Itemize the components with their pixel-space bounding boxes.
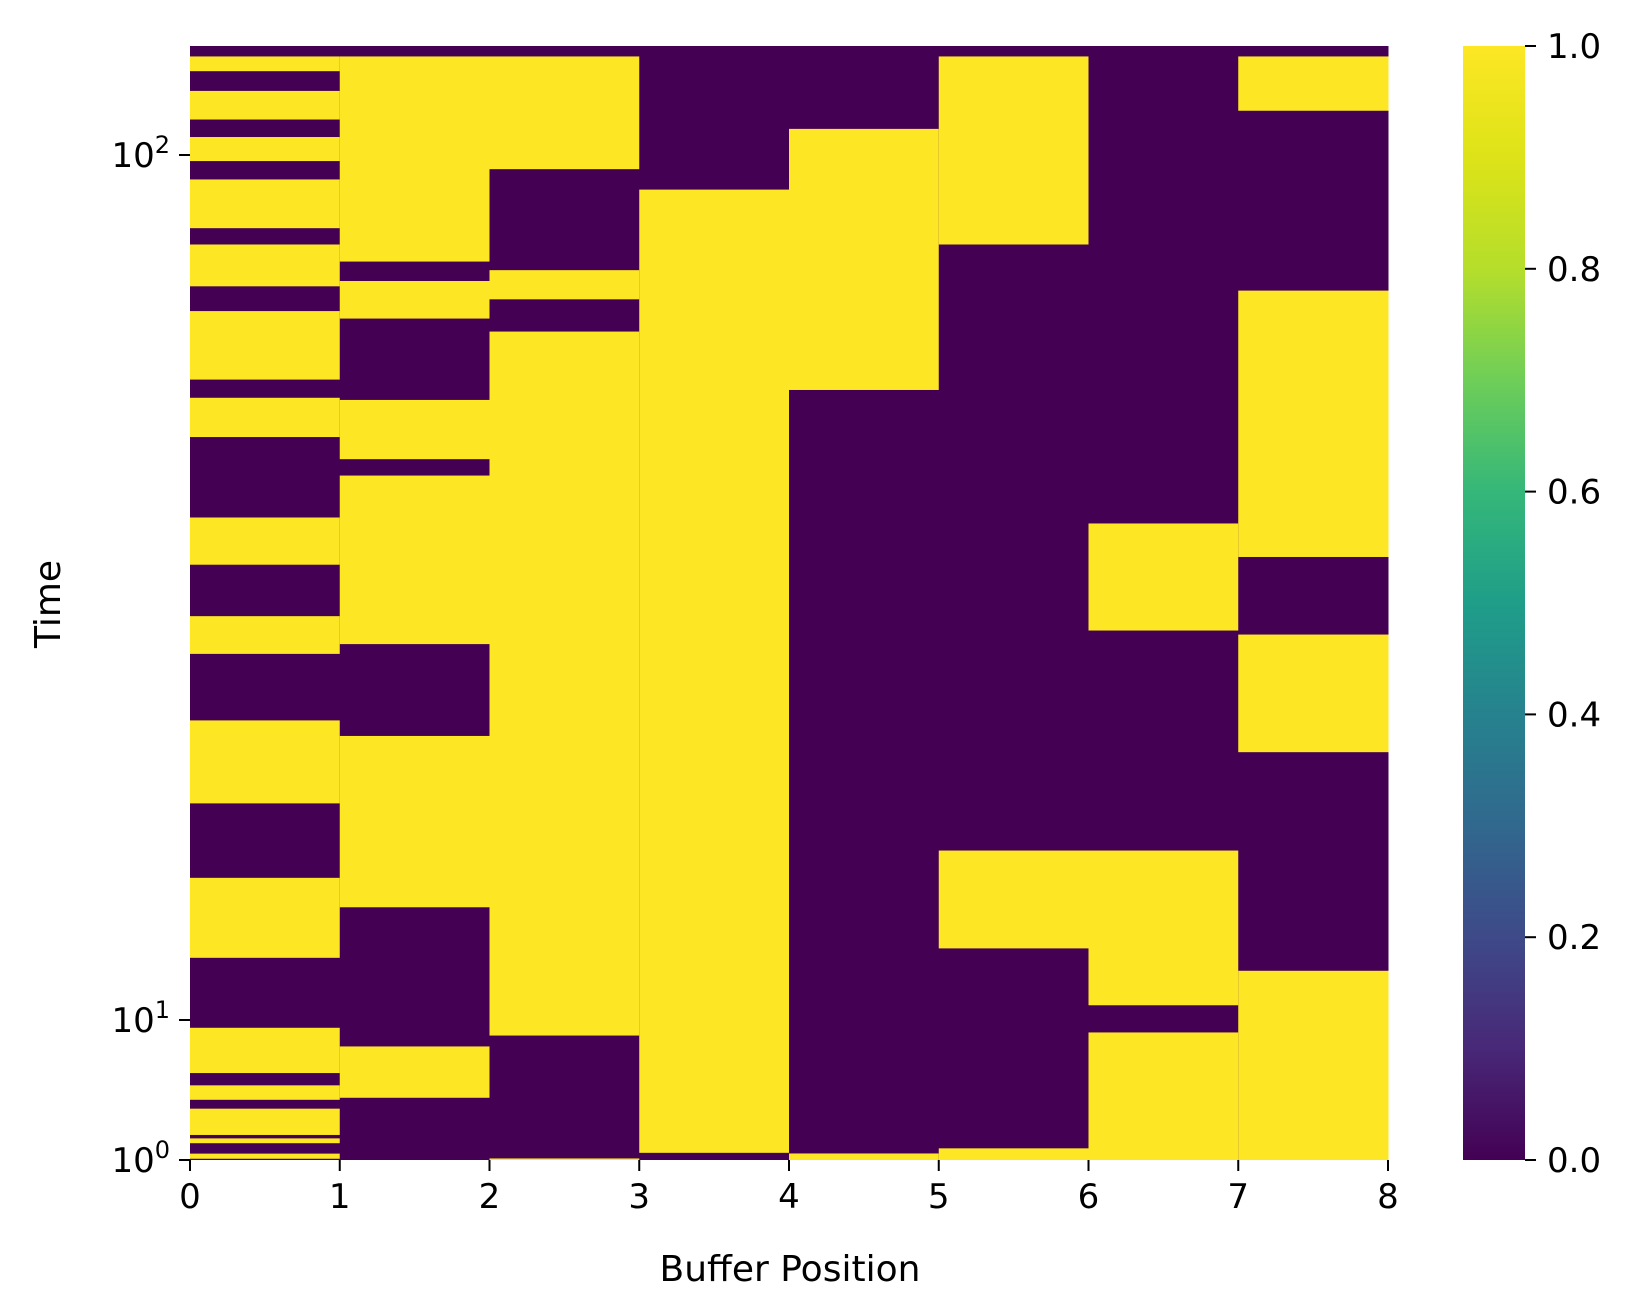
heatmap-cell xyxy=(190,397,341,438)
heatmap-cell xyxy=(1238,56,1389,111)
heatmap-cell xyxy=(190,1027,341,1074)
heatmap-cell xyxy=(1088,1032,1239,1160)
heatmap-cell xyxy=(1088,523,1239,631)
x-tick-label: 3 xyxy=(628,1177,650,1217)
heatmap-cell xyxy=(489,56,640,170)
heatmap-cell xyxy=(938,850,1089,949)
heatmap-cell xyxy=(339,735,490,908)
heatmap-column-0 xyxy=(190,46,341,1160)
x-tick-label: 2 xyxy=(479,1177,501,1217)
x-axis: 0 1 2 3 4 5 6 7 8 xyxy=(179,1160,1399,1217)
heatmap-cells xyxy=(190,46,1389,1160)
colorbar-tick-label: 0.4 xyxy=(1547,695,1601,735)
heatmap-cell xyxy=(1238,290,1389,557)
x-axis-label: Buffer Position xyxy=(660,1249,921,1290)
heatmap-cell xyxy=(789,1153,940,1160)
x-tick-label: 6 xyxy=(1078,1177,1100,1217)
heatmap-cell xyxy=(190,1153,341,1159)
heatmap-cell xyxy=(339,475,490,645)
heatmap-cell xyxy=(639,189,790,1153)
colorbar: 0.0 0.2 0.4 0.6 0.8 1.0 xyxy=(1463,27,1601,1181)
colorbar-tick-label: 1.0 xyxy=(1547,27,1601,67)
x-tick-label: 8 xyxy=(1377,1177,1399,1217)
x-tick-label: 5 xyxy=(928,1177,950,1217)
heatmap-cell xyxy=(1088,850,1239,1006)
x-tick-label: 7 xyxy=(1227,1177,1249,1217)
colorbar-tick-label: 0.2 xyxy=(1547,918,1601,958)
x-tick-label: 4 xyxy=(778,1177,800,1217)
heatmap-cell xyxy=(489,1158,640,1160)
heatmap-cell xyxy=(190,1138,341,1144)
colorbar-tick-label: 0.8 xyxy=(1547,250,1601,290)
y-tick-label: 101 xyxy=(111,996,170,1041)
heatmap-cell xyxy=(190,1108,341,1135)
colorbar-gradient xyxy=(1463,46,1525,1160)
heatmap-cell xyxy=(339,1046,490,1098)
y-tick-label: 102 xyxy=(111,131,170,176)
heatmap-cell xyxy=(190,56,341,72)
heatmap-cell xyxy=(339,56,490,262)
colorbar-ticks: 0.0 0.2 0.4 0.6 0.8 1.0 xyxy=(1525,27,1601,1181)
heatmap-cell xyxy=(1238,634,1389,753)
heatmap-cell xyxy=(1238,970,1389,1160)
x-tick-label: 1 xyxy=(329,1177,351,1217)
heatmap-cell xyxy=(339,281,490,319)
y-axis-label: Time xyxy=(28,560,69,649)
y-tick-label: 100 xyxy=(111,1136,170,1181)
heatmap-cell xyxy=(938,56,1089,245)
heatmap-cell xyxy=(489,270,640,300)
heatmap-cell xyxy=(190,517,341,565)
heatmap-cell xyxy=(190,720,341,804)
heatmap-cell xyxy=(938,1148,1089,1160)
heatmap-cell xyxy=(190,90,341,120)
heatmap-cell xyxy=(190,616,341,654)
heatmap-cell xyxy=(489,331,640,1036)
colorbar-tick-label: 0.0 xyxy=(1547,1141,1601,1181)
colorbar-tick-label: 0.6 xyxy=(1547,473,1601,513)
heatmap-cell xyxy=(789,128,940,390)
x-tick-label: 0 xyxy=(179,1177,201,1217)
heatmap-cell xyxy=(190,137,341,162)
y-axis: 100 101 102 xyxy=(111,131,190,1181)
heatmap-cell xyxy=(339,399,490,460)
heatmap-cell xyxy=(190,244,341,287)
heatmap-cell xyxy=(190,1085,341,1100)
heatmap-cell xyxy=(190,311,341,380)
heatmap-cell xyxy=(190,877,341,958)
heatmap-cell xyxy=(190,179,341,229)
